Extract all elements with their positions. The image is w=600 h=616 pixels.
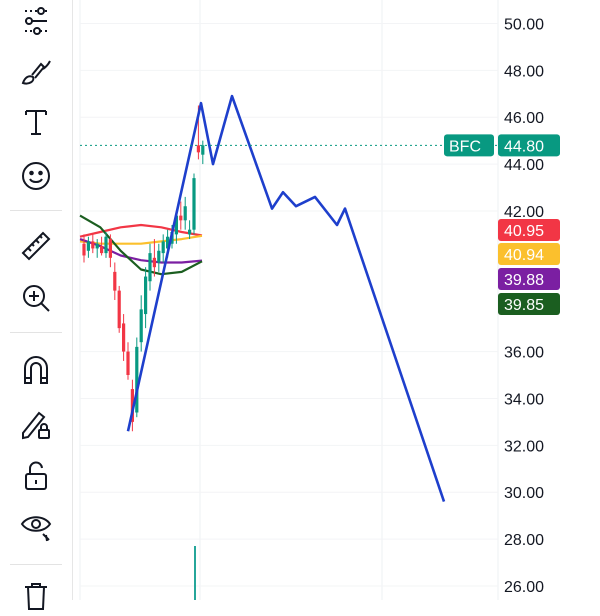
indicator-value-label: 39.88 xyxy=(504,272,544,289)
sliders-icon xyxy=(25,7,47,35)
lock-tool[interactable] xyxy=(14,456,58,496)
indicators-tool[interactable] xyxy=(14,2,58,42)
candle xyxy=(201,140,205,165)
symbol-label: BFC xyxy=(449,138,481,155)
indicator-line xyxy=(79,214,203,276)
candle xyxy=(86,236,90,258)
price-axis[interactable]: 50.00 48.00 46.00 44.00 42.00 36.00 34.00 32.00… xyxy=(504,16,544,596)
lock-drawing-tool[interactable] xyxy=(14,404,58,444)
symbol-badge xyxy=(444,134,494,157)
candle xyxy=(157,243,161,272)
text-tool[interactable] xyxy=(14,102,58,142)
candle xyxy=(122,314,126,361)
pencil-lock-icon xyxy=(22,411,50,440)
candle xyxy=(139,295,143,352)
indicator-line xyxy=(79,234,203,245)
indicator-lines xyxy=(79,214,203,276)
price-tick-label: 46.00 xyxy=(504,110,544,127)
candle xyxy=(152,239,156,277)
candle xyxy=(179,201,183,230)
price-tick-label: 48.00 xyxy=(504,63,544,80)
price-tick-label: 26.00 xyxy=(504,579,544,596)
smiley-icon xyxy=(22,162,50,190)
indicator-value-label: 39.85 xyxy=(504,297,544,314)
price-tick-label: 42.00 xyxy=(504,204,544,221)
price-tick-label: 50.00 xyxy=(504,16,544,33)
candle xyxy=(91,234,95,254)
indicator-value-label: 40.94 xyxy=(504,247,544,264)
candle xyxy=(183,196,187,230)
delete-tool[interactable] xyxy=(14,576,58,616)
candle xyxy=(135,337,139,418)
candle xyxy=(95,239,99,258)
volume-layer xyxy=(194,546,196,600)
candle xyxy=(161,234,165,263)
hide-tool[interactable] xyxy=(14,506,58,546)
indicator-line xyxy=(79,223,203,238)
toolbar-separator xyxy=(10,332,62,333)
indicator-value-badge xyxy=(498,243,560,265)
candle xyxy=(144,267,148,329)
magnet-tool[interactable] xyxy=(14,350,58,390)
price-tick-label: 30.00 xyxy=(504,485,544,502)
text-icon xyxy=(25,110,47,135)
measure-tool[interactable] xyxy=(14,226,58,266)
price-tick-label: 34.00 xyxy=(504,391,544,408)
candle xyxy=(188,220,192,240)
emoji-tool[interactable] xyxy=(14,156,58,196)
candle xyxy=(113,262,117,300)
candle xyxy=(148,243,152,291)
price-tick-label: 36.00 xyxy=(504,345,544,362)
brush-tool[interactable] xyxy=(14,52,58,92)
candle xyxy=(192,173,196,235)
eye-icon xyxy=(20,516,52,542)
trash-icon xyxy=(25,583,47,610)
price-tick-label: 28.00 xyxy=(504,532,544,549)
candle xyxy=(126,342,130,380)
volume-bar xyxy=(194,546,196,600)
price-tick-label: 44.00 xyxy=(504,157,544,174)
unlock-icon xyxy=(25,461,47,490)
projection-polyline xyxy=(126,94,446,503)
candle xyxy=(108,234,112,268)
drawing-toolbar xyxy=(0,0,73,610)
indicator-value-badge xyxy=(498,293,560,315)
current-price-value: 44.80 xyxy=(504,138,544,155)
price-chart[interactable]: 50.00 48.00 46.00 44.00 42.00 36.00 34.00 32.00… xyxy=(0,0,600,600)
magnet-icon xyxy=(24,356,48,384)
candle xyxy=(100,236,104,256)
ruler-icon xyxy=(21,231,51,261)
indicator-value-badge xyxy=(498,219,560,241)
candle xyxy=(82,234,86,263)
indicator-badges: BFC 44.80 40.95 40.94 39.88 39.85 xyxy=(444,134,560,315)
toolbar-separator xyxy=(10,210,62,211)
toolbar-separator xyxy=(10,564,62,565)
candle xyxy=(117,285,121,333)
brush-icon xyxy=(21,60,51,85)
price-tick-label: 32.00 xyxy=(504,438,544,455)
indicator-value-label: 40.95 xyxy=(504,223,544,240)
zoom-in-icon xyxy=(23,285,50,312)
drawn-projection-line[interactable] xyxy=(126,94,446,503)
candlestick-series xyxy=(82,105,205,432)
chart-grid xyxy=(79,0,499,600)
candle xyxy=(104,232,108,258)
current-price-badge xyxy=(498,134,560,157)
indicator-value-badge xyxy=(498,268,560,290)
zoom-tool[interactable] xyxy=(14,278,58,318)
